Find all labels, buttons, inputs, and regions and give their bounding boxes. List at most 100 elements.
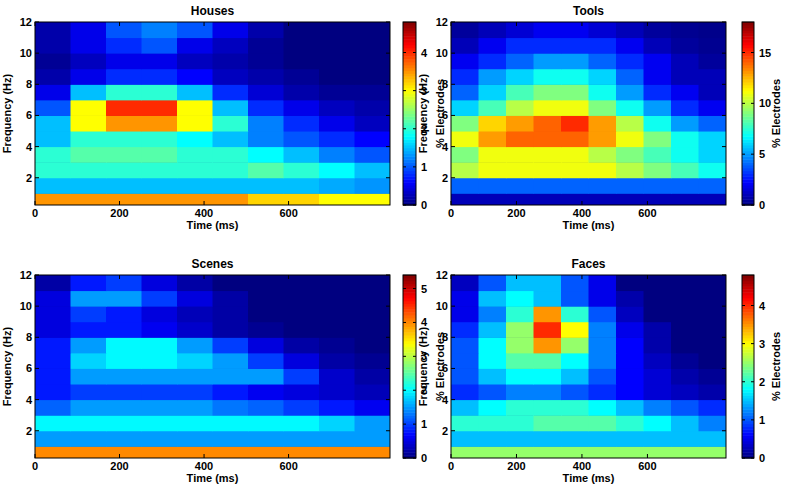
colorbar-tick <box>403 166 406 167</box>
colorbar-gradient <box>742 312 754 315</box>
figure: Houses0200400600Time (ms)24681012Frequen… <box>0 0 787 492</box>
heatmap-cell <box>561 115 589 131</box>
colorbar-gradient <box>403 134 416 137</box>
colorbar-frame <box>742 22 754 205</box>
colorbar-gradient <box>403 93 416 96</box>
heatmap-cell <box>616 306 644 322</box>
heatmap-cell <box>451 84 479 100</box>
colorbar-gradient <box>403 31 416 34</box>
heatmap-cell <box>451 147 479 163</box>
heatmap-cell <box>319 53 355 69</box>
heatmap-cell <box>561 162 589 178</box>
colorbar-gradient <box>742 88 754 91</box>
heatmap-cell <box>644 22 672 38</box>
colorbar-tick <box>742 343 745 344</box>
heatmap-cell <box>589 178 617 194</box>
y-tick <box>386 84 390 85</box>
heatmap-cell <box>589 415 617 431</box>
colorbar-gradient <box>742 341 754 344</box>
colorbar-gradient <box>742 278 754 281</box>
heatmap-cell <box>177 193 213 205</box>
heatmap-cell <box>451 22 479 38</box>
x-tick-label: 600 <box>638 207 656 219</box>
heatmap-cell <box>35 162 71 178</box>
heatmap-cell <box>589 337 617 353</box>
colorbar-tick <box>751 381 754 382</box>
colorbar-gradient <box>742 284 754 287</box>
x-tick <box>581 275 582 279</box>
heatmap-cell <box>355 193 391 205</box>
y-tick <box>451 430 455 431</box>
y-tick <box>722 368 726 369</box>
colorbar-gradient <box>403 378 416 381</box>
colorbar-gradient <box>742 401 754 404</box>
colorbar-gradient <box>403 33 416 36</box>
colorbar-tick <box>413 90 416 91</box>
heatmap-cell <box>451 337 479 353</box>
colorbar-gradient <box>742 111 754 114</box>
colorbar-gradient <box>403 346 416 349</box>
colorbar-gradient <box>742 45 754 48</box>
colorbar-gradient <box>403 99 416 102</box>
heatmap-cell <box>177 337 213 353</box>
heatmap-cell <box>671 275 699 291</box>
colorbar-gradient <box>403 125 416 128</box>
colorbar-gradient <box>403 289 416 292</box>
y-tick-label: 2 <box>442 172 448 184</box>
colorbar-gradient <box>742 335 754 338</box>
colorbar-gradient <box>742 318 754 321</box>
x-tick-label: 600 <box>638 460 656 472</box>
heatmap-cell <box>616 400 644 416</box>
heatmap-cell <box>319 431 355 447</box>
y-tick <box>722 337 726 338</box>
heatmap-cell <box>213 446 249 458</box>
heatmap-cell <box>534 275 562 291</box>
colorbar-gradient <box>742 286 754 289</box>
colorbar-gradient <box>403 367 416 370</box>
heatmap-cell <box>479 53 507 69</box>
heatmap-cell <box>616 178 644 194</box>
colorbar-gradient <box>742 292 754 295</box>
heatmap-cell <box>506 38 534 54</box>
heatmap-cell <box>355 131 391 147</box>
y-tick <box>722 146 726 147</box>
plot-bg <box>451 275 726 458</box>
heatmap-cell <box>589 291 617 307</box>
colorbar-gradient <box>742 191 754 194</box>
heatmap-cell <box>589 368 617 384</box>
x-tick <box>204 201 205 205</box>
heatmap-cell <box>284 178 320 194</box>
heatmap-cell <box>644 69 672 85</box>
heatmap-cell <box>248 193 284 205</box>
colorbar-gradient <box>742 392 754 395</box>
heatmap-cell <box>616 115 644 131</box>
plot-frame <box>35 22 390 205</box>
colorbar-gradient <box>742 398 754 401</box>
heatmap-cell <box>319 84 355 100</box>
colorbar-gradient <box>742 289 754 292</box>
heatmap-cell <box>534 322 562 338</box>
y-tick <box>722 399 726 400</box>
colorbar-tick-label: 1 <box>759 414 765 426</box>
heatmap-cell <box>589 115 617 131</box>
x-tick-label: 600 <box>279 207 297 219</box>
colorbar-tick <box>742 103 745 104</box>
colorbar-gradient <box>403 284 416 287</box>
heatmap-cell <box>671 368 699 384</box>
heatmap-cell <box>699 147 727 163</box>
heatmap-cell <box>561 193 589 205</box>
colorbar-tick <box>413 356 416 357</box>
heatmap-cell <box>644 131 672 147</box>
colorbar-gradient <box>742 444 754 447</box>
colorbar-frame <box>403 22 416 205</box>
y-tick-label: 6 <box>26 362 32 374</box>
heatmap-cell <box>506 431 534 447</box>
y-tick <box>386 399 390 400</box>
colorbar-gradient <box>742 68 754 71</box>
colorbar-gradient <box>403 329 416 332</box>
colorbar-gradient <box>742 349 754 352</box>
heatmap-cell <box>142 38 178 54</box>
heatmap-cell <box>616 22 644 38</box>
heatmap-cell <box>561 84 589 100</box>
heatmap-cell <box>699 337 727 353</box>
